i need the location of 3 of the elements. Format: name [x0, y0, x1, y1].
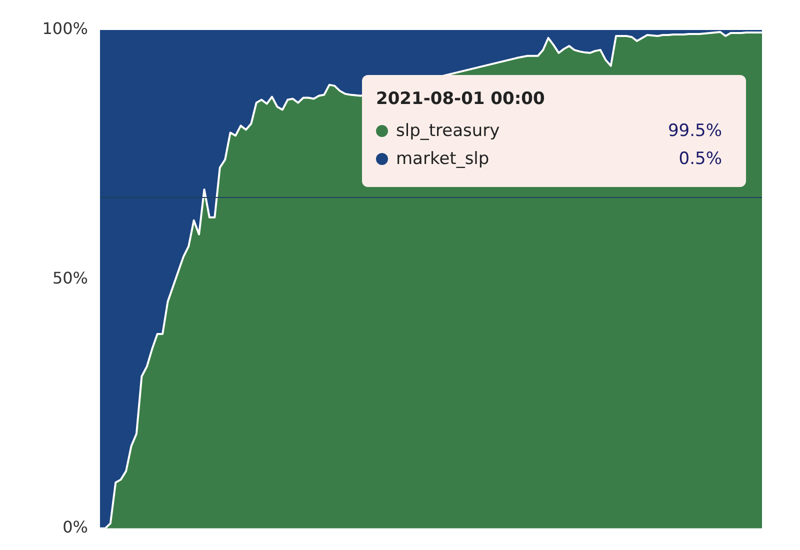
y-tick-label: 50% [52, 268, 88, 288]
y-tick-label: 0% [62, 518, 88, 537]
y-tick-label: 100% [42, 19, 88, 38]
